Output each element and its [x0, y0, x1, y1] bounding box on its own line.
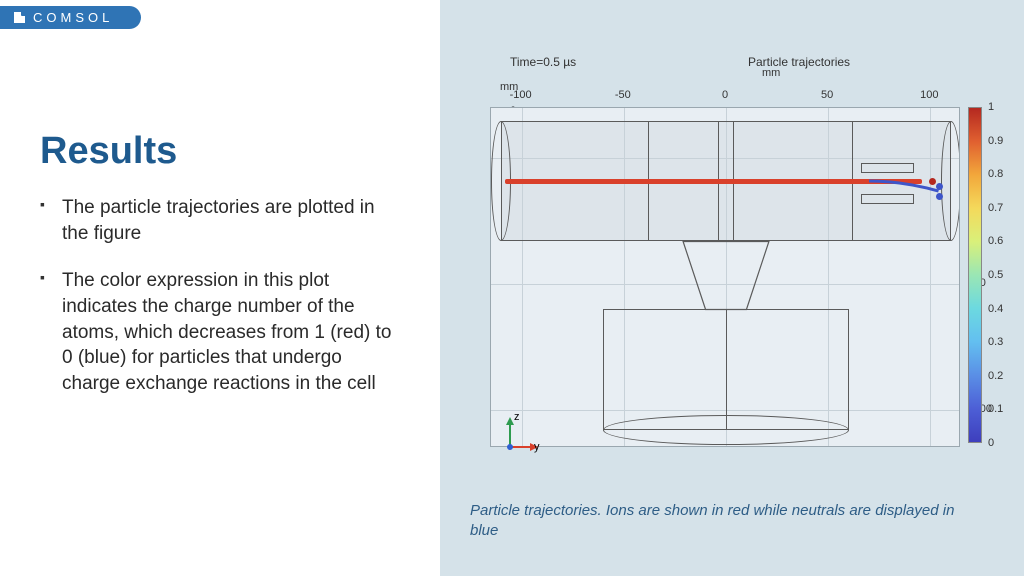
axis-unit-mid: mm	[762, 67, 780, 79]
page-title: Results	[40, 130, 400, 173]
colorbar: 10.90.80.70.60.50.40.30.20.10	[968, 107, 1018, 443]
list-item: The particle trajectories are plotted in…	[40, 195, 400, 246]
time-stamp: Time=0.5 µs	[510, 55, 576, 69]
colorbar-gradient	[968, 107, 982, 443]
z-axis-label: z	[514, 411, 520, 423]
plot-header: Time=0.5 µs Particle trajectories mm	[470, 55, 1000, 73]
list-item: The color expression in this plot indica…	[40, 268, 400, 396]
figure-panel: Time=0.5 µs Particle trajectories mm mm …	[440, 0, 1024, 576]
logo-text: COMSOL	[33, 10, 113, 25]
plot-area	[490, 107, 960, 447]
plot-container: Time=0.5 µs Particle trajectories mm mm …	[470, 55, 1000, 447]
text-panel: COMSOL Results The particle trajectories…	[0, 0, 440, 576]
figure-caption: Particle trajectories. Ions are shown in…	[470, 501, 984, 542]
comsol-logo: COMSOL	[0, 6, 141, 29]
bullet-list: The particle trajectories are plotted in…	[40, 195, 400, 396]
axis-triad-icon: z y	[500, 413, 540, 453]
y-axis-label: y	[534, 441, 540, 453]
logo-icon	[14, 12, 25, 23]
